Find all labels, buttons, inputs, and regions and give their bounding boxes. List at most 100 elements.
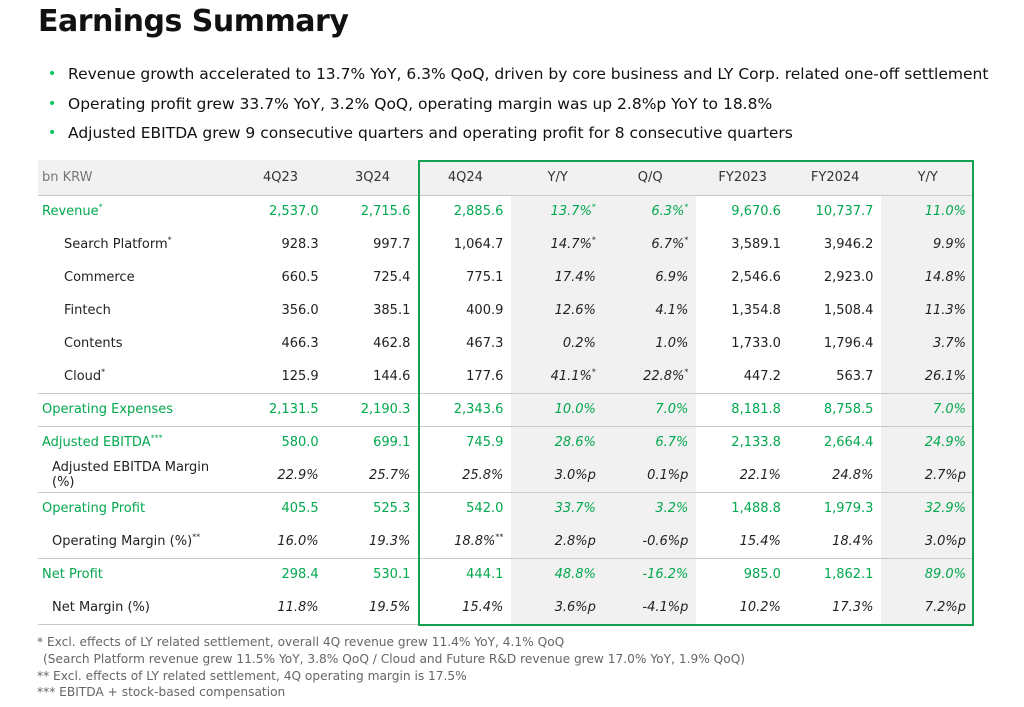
table-cell: 1,064.7 (418, 228, 512, 261)
table-cell: 15.4% (739, 533, 781, 549)
row-label: Search Platform* (64, 235, 172, 252)
column-header: 4Q24 (418, 160, 512, 195)
table-cell: 48.8% (511, 557, 604, 591)
column-header: Y/Y (511, 160, 604, 195)
table-cell: 7.2%p (881, 591, 974, 625)
bullet-dot-icon: • (48, 66, 57, 82)
table-cell: 2.8%p (511, 525, 604, 558)
table-cell: 580.0 (234, 425, 327, 459)
table-cell: 3.0%p (881, 525, 974, 558)
table-row: Operating Margin (%)** 16.0% 19.3% 18.8%** 2… (38, 525, 974, 558)
table-cell: 144.6 (373, 368, 411, 384)
table-row: Adjusted EBITDA Margin (%) 22.9% 25.7% 25.8… (38, 459, 974, 492)
column-header: Q/Q (603, 160, 697, 195)
row-label: Revenue* (38, 194, 235, 228)
table-cell: 177.6 (418, 360, 512, 393)
footnote: * Excl. effects of LY related settlement… (37, 635, 565, 649)
table-cell: 19.5% (326, 591, 419, 625)
table-cell: 2,885.6 (418, 194, 512, 228)
row-label: Cloud* (64, 367, 106, 384)
table-cell: 1,862.1 (788, 557, 882, 591)
table-cell: -16.2% (603, 557, 697, 591)
table-cell: 18.8%** (418, 525, 512, 558)
row-label: Operating Profit (38, 491, 235, 525)
table-cell: 928.3 (281, 237, 319, 252)
bullet-item: • Operating profit grew 33.7% YoY, 3.2% Q… (48, 92, 988, 122)
table-cell: 1.0% (603, 327, 697, 360)
table-cell: 11.8% (234, 591, 327, 625)
table-cell: 3,946.2 (823, 237, 874, 252)
table-cell: 1,354.8 (731, 303, 781, 318)
table-cell: 14.8% (881, 261, 974, 294)
row-label: Operating Margin (%)** (52, 532, 201, 549)
table-cell: 2,343.6 (418, 392, 512, 426)
table-cell: 6.9% (603, 261, 697, 294)
column-header: 4Q23 (234, 160, 327, 195)
footnote: *** EBITDA + stock-based compensation (37, 685, 286, 700)
table-cell: 13.7%* (511, 194, 604, 228)
table-cell: -4.1%p (603, 591, 697, 625)
table-cell: 14.7%* (511, 228, 604, 261)
table-cell: 2,131.5 (234, 392, 327, 426)
table-cell: 25.8% (418, 459, 512, 492)
summary-bullets: • Revenue growth accelerated to 13.7% YoY… (48, 62, 988, 151)
table-cell: 3.0%p (511, 459, 604, 492)
row-label: Commerce (64, 270, 135, 285)
table-cell: 6.7%* (603, 228, 697, 261)
table-cell: 24.8% (832, 467, 874, 483)
table-row: Net Profit 298.4 530.1 444.1 48.8% -16.2% 985.… (38, 557, 974, 591)
table-cell: 699.1 (326, 425, 419, 459)
table-cell: 997.7 (373, 237, 411, 252)
table-cell: 745.9 (418, 425, 512, 459)
table-cell: 0.1%p (603, 459, 697, 492)
table-cell: 18.4% (832, 533, 874, 549)
table-cell: 6.3%* (603, 194, 697, 228)
table-cell: 6.7% (603, 425, 697, 459)
row-label: Adjusted EBITDA*** (38, 425, 235, 459)
table-cell: 10.2% (696, 591, 789, 625)
table-cell: 17.3% (788, 591, 882, 625)
table-cell: 447.2 (743, 368, 781, 384)
row-label: Contents (64, 336, 123, 351)
row-label: Net Margin (%) (38, 591, 235, 625)
page-title: Earnings Summary (38, 4, 349, 39)
table-cell: 298.4 (234, 557, 327, 591)
table-cell: 9.9% (881, 228, 974, 261)
table-cell: 17.4% (511, 261, 604, 294)
table-cell: 4.1% (603, 294, 697, 327)
table-cell: 1,979.3 (788, 491, 882, 525)
table-cell: 32.9% (881, 491, 974, 525)
table-cell: 3,589.1 (731, 237, 781, 252)
footnote: ** Excl. effects of LY related settlemen… (37, 668, 467, 683)
table-cell: 19.3% (369, 533, 411, 549)
table-cell: 8,758.5 (788, 392, 882, 426)
table-cell: 2.7%p (881, 459, 974, 492)
table-row: Contents 466.3 462.8 467.3 0.2% 1.0% 1,733.0 1,… (38, 327, 974, 360)
table-cell: 3.2% (603, 491, 697, 525)
table-cell: 10,737.7 (788, 194, 882, 228)
table-row: Cloud* 125.9 144.6 177.6 41.1%* 22.8%* 447.2 56… (38, 360, 974, 393)
table-cell: 385.1 (373, 303, 411, 318)
table-cell: 12.6% (511, 294, 604, 327)
table-cell: 405.5 (234, 491, 327, 525)
table-cell: 2,546.6 (731, 270, 781, 285)
table-cell: 1,796.4 (823, 336, 874, 351)
bullet-item: • Revenue growth accelerated to 13.7% YoY… (48, 62, 988, 92)
table-cell: 985.0 (696, 557, 789, 591)
footnotes: * Excl. effects of LY related settlement… (37, 634, 745, 701)
unit-label: bn KRW (38, 160, 235, 195)
table-cell: 41.1%* (511, 360, 604, 393)
table-cell: 3.7% (881, 327, 974, 360)
row-label: Net Profit (38, 557, 235, 591)
table-cell: 11.0% (881, 194, 974, 228)
table-cell: 660.5 (281, 270, 319, 285)
table-row: Operating Profit 405.5 525.3 542.0 33.7% 3.2%… (38, 491, 974, 525)
table-row: Adjusted EBITDA*** 580.0 699.1 745.9 28.6% 6.… (38, 425, 974, 459)
table-cell: 525.3 (326, 491, 419, 525)
table-cell: 444.1 (418, 557, 512, 591)
column-header: FY2024 (788, 160, 882, 195)
table-cell: 22.8%* (603, 360, 697, 393)
table-cell: 466.3 (281, 336, 319, 351)
table-cell: 125.9 (281, 368, 319, 384)
table-cell: 22.1% (739, 467, 781, 483)
